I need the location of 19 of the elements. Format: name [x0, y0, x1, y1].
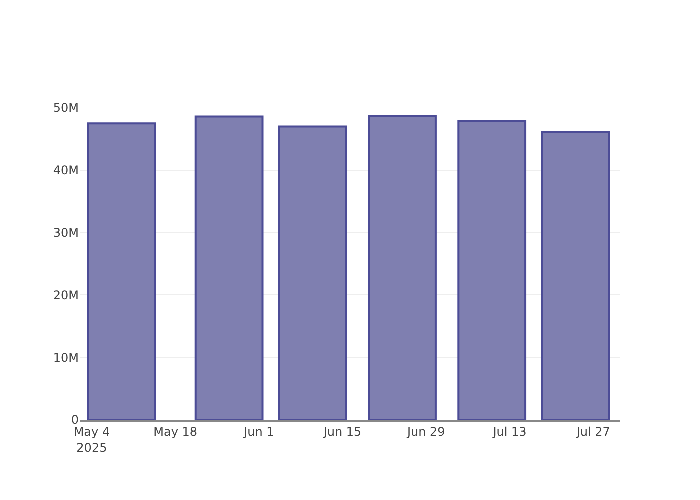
- x-tick-label: Jun 1: [243, 425, 274, 440]
- x-tick-label: May 4 2025: [74, 425, 110, 455]
- bar: [458, 120, 527, 420]
- bar: [541, 131, 610, 420]
- bar: [368, 115, 437, 420]
- x-tick-label: Jul 13: [492, 425, 527, 440]
- y-tick-label: 10M: [53, 350, 79, 365]
- x-tick-label: Jun 15: [322, 425, 362, 440]
- x-tick-label: Jul 27: [576, 425, 610, 440]
- x-tick-label: Jun 29: [406, 425, 446, 440]
- y-tick-label: 30M: [53, 226, 79, 240]
- bar: [278, 126, 348, 420]
- y-tick-label: 20M: [53, 288, 79, 302]
- y-tick-label: 0: [71, 413, 79, 428]
- y-tick-label: 40M: [53, 164, 79, 178]
- bar: [194, 116, 264, 420]
- y-tick-label: 50M: [53, 101, 79, 116]
- x-tick-label: May 18: [154, 425, 198, 440]
- bar: [87, 122, 156, 420]
